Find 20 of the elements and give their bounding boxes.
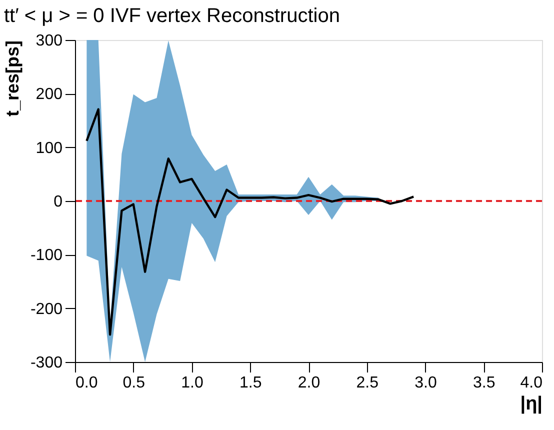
y-tick-label: -200 [30, 300, 63, 318]
chart-title: tt′ < μ > = 0 IVF vertex Reconstruction [4, 5, 340, 27]
x-tick-label: 1.5 [240, 374, 262, 392]
x-tick-label: 0.0 [76, 374, 98, 392]
y-tick-label: -300 [30, 354, 63, 372]
x-tick-label: 4.0 [520, 374, 543, 392]
x-tick-label: 0.5 [122, 374, 146, 392]
x-tick-label: 2.5 [356, 374, 379, 392]
line-series [86, 108, 415, 336]
y-tick-label: 200 [36, 86, 63, 104]
x-tick-label: 2.0 [298, 374, 320, 392]
y-tick-label: 300 [36, 32, 63, 50]
x-tick-label: 3.0 [414, 374, 437, 392]
y-axis-title: t_res[ps] [2, 40, 22, 117]
y-tick-label: 0 [54, 194, 63, 210]
y-tick-label: 100 [36, 140, 63, 157]
x-tick-label: 3.5 [473, 374, 496, 392]
x-tick-label: 1.0 [181, 374, 204, 392]
y-tick-label: -100 [30, 247, 63, 264]
x-axis-title: |η| [520, 394, 542, 414]
